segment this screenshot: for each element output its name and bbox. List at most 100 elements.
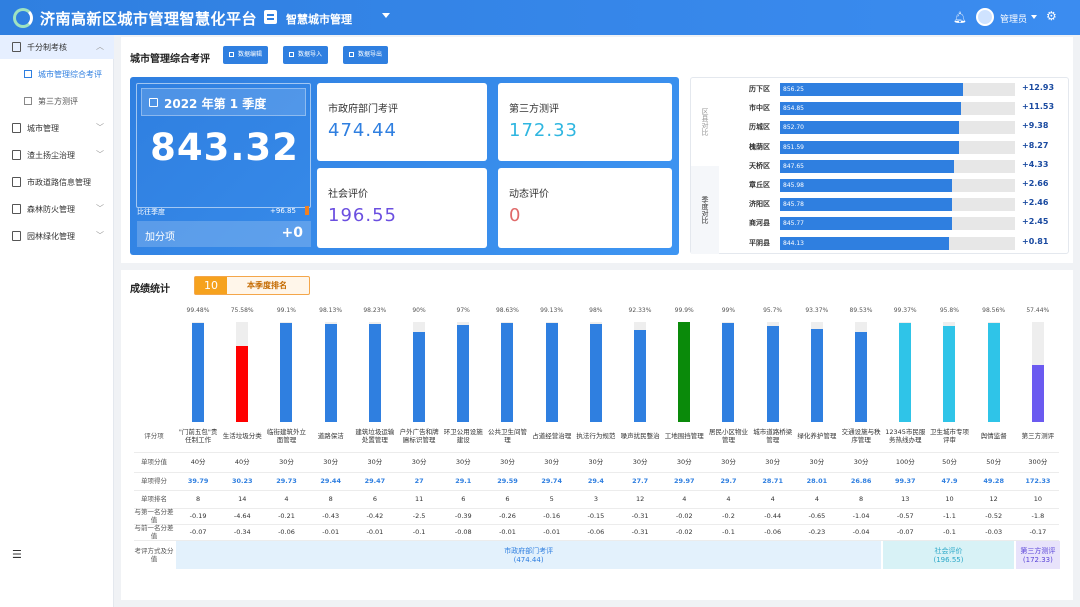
row-label: 考评方式及分值 [134, 547, 174, 563]
third-party-card[interactable]: 第三方测评 172.33 [498, 83, 672, 161]
cell-max: 30分 [676, 458, 692, 466]
bar-track [943, 322, 956, 422]
cell-diff-first: -0.19 [189, 512, 207, 520]
user-name[interactable]: 管理员 [1000, 15, 1028, 25]
tab-district-compare[interactable]: 区县对比 [701, 108, 709, 136]
compare-bar: 847.65 [780, 159, 954, 173]
chevron-down-icon[interactable] [382, 13, 390, 18]
compare-bar-track: 851.59 [780, 140, 1015, 154]
gear-icon[interactable]: ⚙ [1046, 9, 1057, 23]
cell-rank: 8 [328, 495, 333, 503]
item-name: 城市道路桥梁管理 [753, 428, 793, 444]
card-value: 474.44 [328, 120, 397, 141]
bar-track [722, 322, 735, 422]
export-data-button[interactable]: 数据导出 [343, 46, 389, 64]
compare-bar-track: 854.85 [780, 102, 1015, 116]
cell-score: 27 [414, 477, 424, 485]
tab-quarter-compare[interactable]: 季度对比 [691, 166, 719, 254]
cell-diff-first: -0.44 [764, 512, 782, 520]
card-label: 社会评价 [328, 189, 368, 200]
menu-icon[interactable]: ☰ [12, 548, 22, 561]
sidebar-sub-third-party[interactable]: 第三方测评 [0, 89, 114, 113]
compare-diff: +2.46 [1022, 198, 1049, 208]
district-name: 章丘区 [749, 181, 770, 189]
cell-diff-prev: -0.1 [412, 528, 426, 536]
cell-diff-first: -0.43 [322, 512, 340, 520]
bar-track [236, 322, 249, 422]
bar-track [457, 322, 470, 422]
sidebar-item-label: 渣土扬尘治理 [27, 151, 75, 160]
bar [368, 323, 381, 422]
module-selector[interactable]: 智慧城市管理 [286, 13, 352, 26]
dept-eval-card[interactable]: 市政府部门考评 474.44 [317, 83, 487, 161]
district-name: 济阳区 [749, 200, 770, 209]
bar-percent-label: 98.23% [363, 307, 387, 314]
sidebar-item-label: 市政道路信息管理 [27, 178, 91, 187]
edit-data-button[interactable]: 数据编辑 [223, 46, 269, 64]
item-name: 噪声扰民整治 [620, 432, 660, 440]
quarter-selector[interactable]: 2022 年第 1 季度 [141, 88, 306, 116]
cell-diff-prev: -0.01 [322, 528, 340, 536]
user-caret-icon[interactable] [1031, 15, 1037, 19]
doc-icon [12, 177, 21, 187]
row-label: 单项排名 [141, 495, 167, 503]
eval-method-label: 市政府部门考评 [504, 547, 554, 555]
compare-row: 槐荫区 851.59 +8.27 [719, 138, 1069, 155]
avatar[interactable] [976, 8, 994, 26]
district-name: 天桥区 [749, 161, 770, 170]
cell-diff-prev: -0.01 [543, 528, 561, 536]
row-label: 单项分值 [141, 458, 167, 466]
card-label: 第三方测评 [509, 104, 559, 115]
sidebar-item-assessment[interactable]: 千分制考核 ︿ [0, 35, 114, 59]
sidebar-sub-city-eval[interactable]: 城市管理综合考评 [0, 62, 114, 86]
sidebar: 千分制考核 ︿ 城市管理综合考评 第三方测评 城市管理 ﹀ 渣土扬尘治理 ﹀ 市… [0, 35, 114, 607]
cell-max: 100分 [895, 458, 915, 466]
sidebar-item-fire[interactable]: 森林防火管理 ﹀ [0, 197, 114, 221]
bar [766, 326, 779, 422]
import-data-button[interactable]: 数据导入 [283, 46, 329, 64]
cell-diff-first: -1.04 [852, 512, 870, 520]
bar [192, 322, 204, 422]
cell-rank: 4 [284, 495, 289, 503]
item-name: "门前五包"责任制工作 [178, 428, 218, 444]
eval-method-label: 社会评价 [934, 547, 963, 555]
bar [589, 324, 602, 422]
sidebar-item-greening[interactable]: 园林绿化管理 ﹀ [0, 224, 114, 248]
bar-track [501, 322, 514, 422]
compare-diff: +11.53 [1022, 102, 1055, 112]
bar [855, 332, 867, 422]
bar [899, 322, 912, 422]
cell-rank: 13 [901, 495, 910, 503]
compare-diff: +8.27 [1022, 140, 1049, 150]
compare-label: 比往季度 [137, 208, 165, 216]
bar [987, 323, 1000, 422]
cell-score: 29.4 [587, 477, 604, 485]
item-name: 舆情监督 [980, 432, 1007, 440]
item-name: 道路保洁 [317, 432, 344, 440]
compare-bar-value: 856.25 [783, 86, 804, 93]
bar-track [899, 322, 912, 422]
cell-max: 30分 [367, 458, 383, 466]
compare-diff: +0.81 [1022, 236, 1049, 246]
eval-method-value: (172.33) [1022, 556, 1053, 564]
cell-max: 30分 [500, 458, 515, 466]
item-name: 12345市民服务热线办理 [885, 428, 926, 444]
cell-score: 29.47 [364, 477, 386, 485]
sidebar-item-dust[interactable]: 渣土扬尘治理 ﹀ [0, 143, 114, 167]
bell-icon[interactable]: 🔔︎ [953, 11, 967, 24]
bar-percent-label: 90% [412, 307, 426, 314]
sidebar-item-roads[interactable]: 市政道路信息管理 [0, 170, 114, 194]
compare-bar-value: 844.13 [783, 239, 804, 247]
dynamic-eval-card[interactable]: 动态评价 0 [498, 168, 672, 248]
sidebar-item-city-mgmt[interactable]: 城市管理 ﹀ [0, 116, 114, 140]
sidebar-item-label: 森林防火管理 [27, 205, 75, 214]
top-bar: 济南高新区城市管理智慧化平台 智慧城市管理 🔔︎ 管理员 ⚙ [0, 0, 1080, 35]
bar-percent-label: 98.63% [495, 307, 519, 314]
social-eval-card[interactable]: 社会评价 196.55 [317, 168, 487, 248]
cell-diff-first: -0.65 [808, 512, 826, 520]
cell-max: 30分 [455, 458, 471, 466]
bonus-box: 加分项 +0 [137, 221, 311, 247]
total-score-box: 2022 年第 1 季度 843.32 [136, 83, 311, 208]
bar-percent-label: 99.48% [186, 307, 210, 314]
doc-icon [12, 123, 21, 133]
